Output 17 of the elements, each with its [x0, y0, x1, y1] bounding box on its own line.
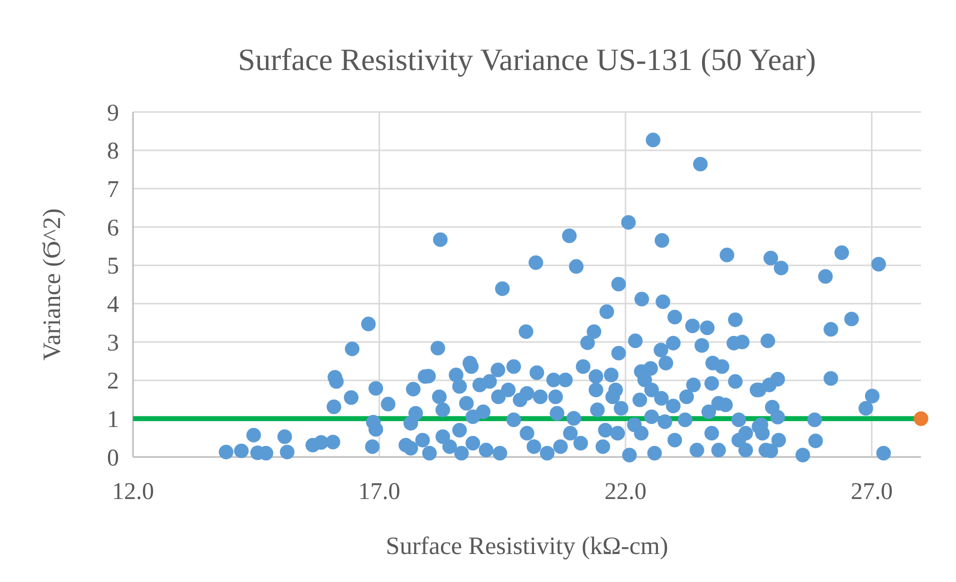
y-tick-label: 0 [107, 445, 119, 472]
y-tick-label: 2 [107, 368, 119, 395]
y-tick-label: 3 [107, 330, 119, 356]
y-tick-label: 5 [107, 254, 119, 280]
x-tick-label: 17.0 [358, 479, 400, 505]
x-tick-label: 22.0 [604, 479, 646, 505]
y-tick-label: 1 [107, 407, 119, 434]
y-tick-label: 6 [107, 215, 119, 242]
x-axis-title: Surface Resistivity (kΩ-cm) [386, 533, 668, 560]
chart-title: Surface Resistivity Variance US-131 (50 Year) [238, 42, 816, 77]
y-axis-title: Variance (Ϭ^2) [39, 208, 66, 361]
x-tick-label: 27.0 [850, 479, 893, 505]
x-tick-label: 12.0 [112, 479, 154, 505]
y-tick-label: 4 [107, 292, 119, 318]
y-tick-label: 7 [107, 177, 119, 204]
y-tick-label: 9 [107, 100, 119, 126]
y-tick-label: 8 [107, 138, 119, 165]
